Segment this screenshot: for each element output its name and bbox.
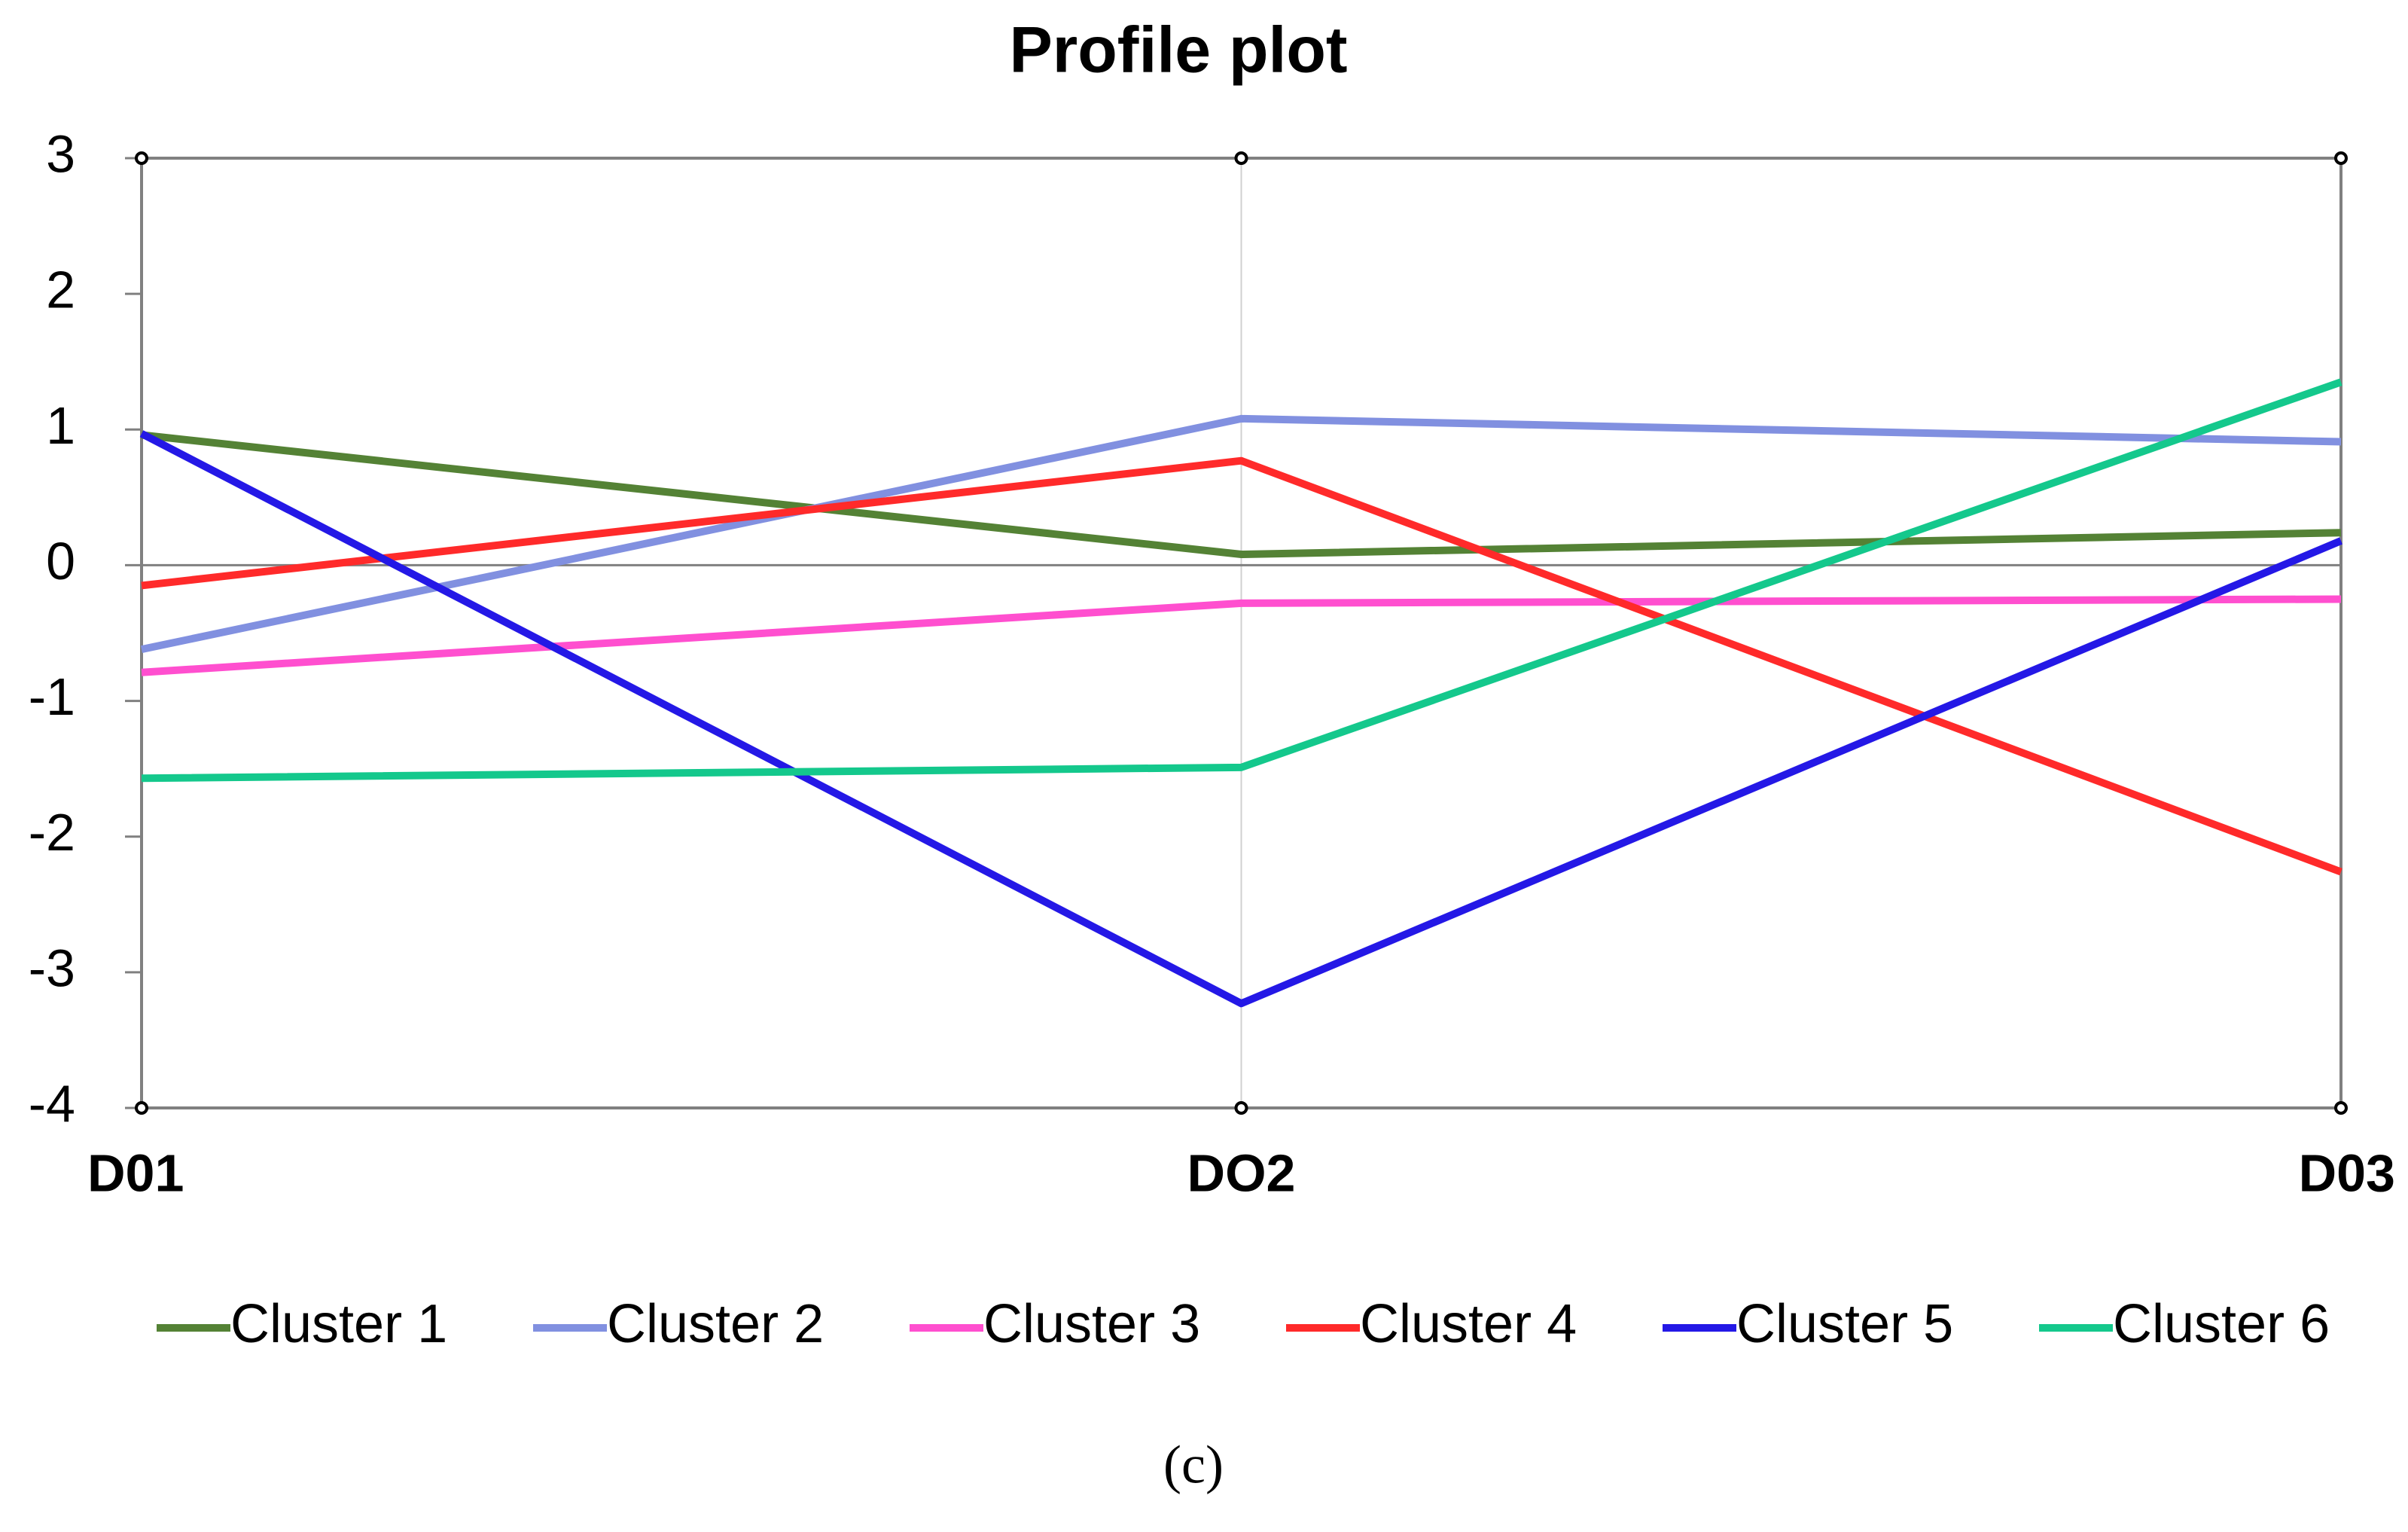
series-line [141,431,2342,559]
x-tick-label: D01 [87,1143,184,1202]
y-tick-label: -3 [29,938,75,997]
axis-marker [1234,1101,1248,1115]
y-tick-label: -2 [29,803,75,862]
y-tick-label: -1 [29,667,75,726]
y-tick-label: 3 [46,124,75,183]
y-tick-label: 2 [46,261,75,319]
series-line [141,595,2342,676]
x-tick-label: DO2 [1187,1143,1296,1202]
axis-marker [2334,1101,2348,1115]
axis-marker [2334,151,2348,165]
chart-title: Profile plot [1009,14,1347,87]
legend-label: Cluster 2 [607,1294,824,1354]
axis-marker [135,1101,148,1115]
axis-marker [135,151,148,165]
series-line [140,414,2342,654]
x-tick-label: D03 [2299,1143,2395,1202]
caption: (c) [1163,1435,1224,1495]
series-line [141,456,2342,876]
series-line [139,430,2342,1008]
legend-label: Cluster 3 [983,1294,1200,1354]
y-tick-label: 0 [46,532,75,591]
legend-label: Cluster 4 [1360,1294,1577,1354]
y-tick-label: 1 [46,396,75,455]
series-line [141,378,2342,783]
y-tick-label: -4 [29,1074,75,1133]
legend-label: Cluster 1 [230,1294,447,1354]
axis-marker [1234,151,1248,165]
legend-label: Cluster 6 [2113,1294,2330,1354]
legend-label: Cluster 5 [1736,1294,1953,1354]
